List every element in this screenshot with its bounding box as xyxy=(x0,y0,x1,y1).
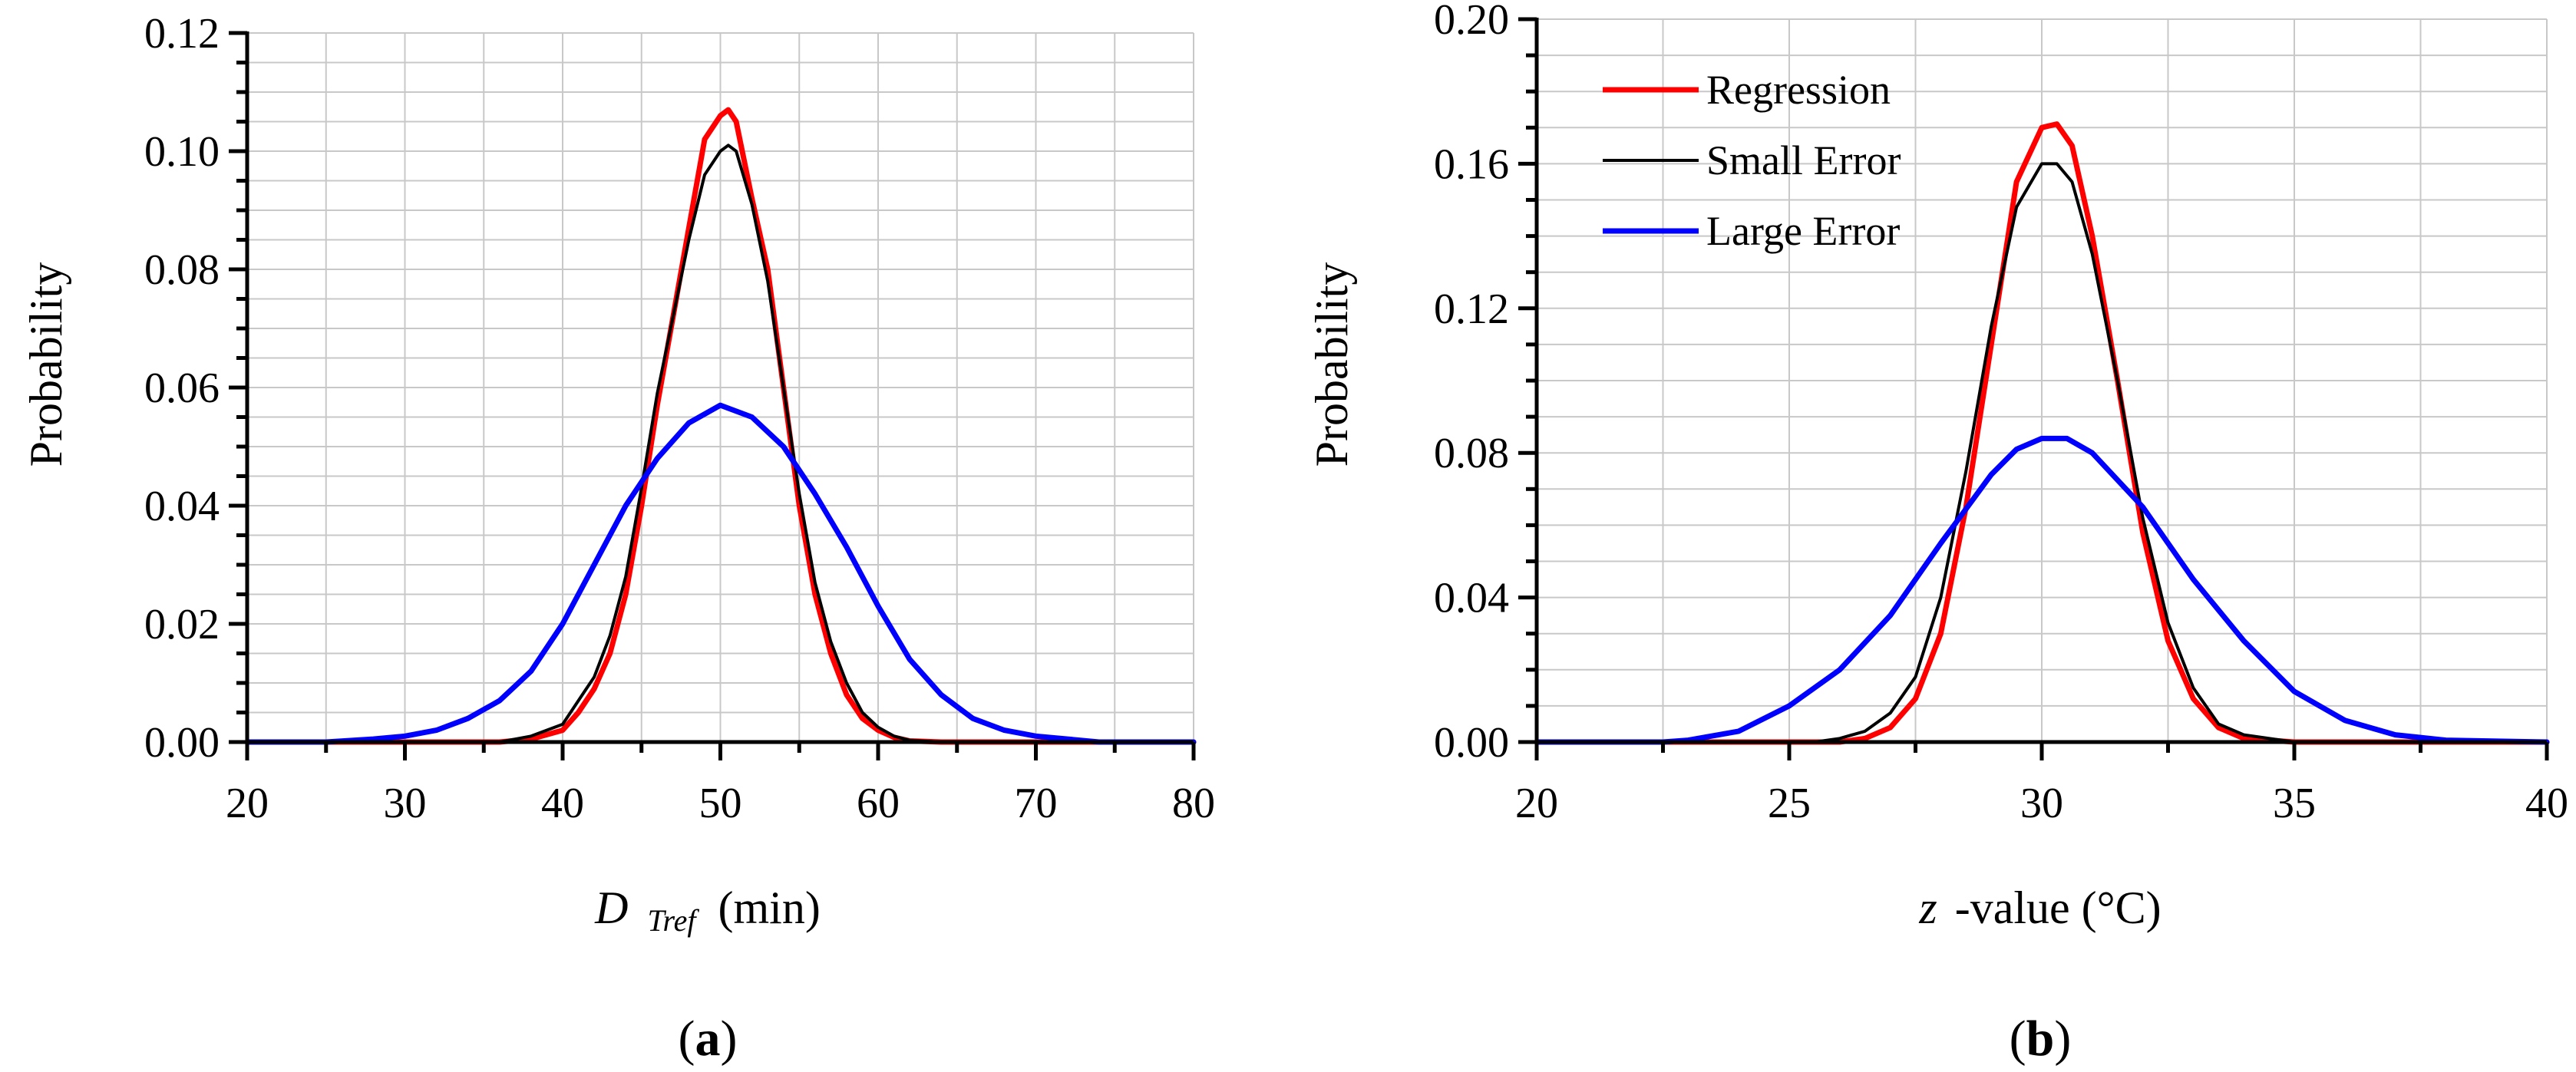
series-line-small-error xyxy=(1535,162,2548,744)
panel-b-label-open: ( xyxy=(2010,1011,2026,1067)
panel-a-x-axis-title: D Tref (min) xyxy=(594,882,821,941)
x-tick-label: 30 xyxy=(2020,780,2063,827)
series-line-regression xyxy=(1534,121,2550,745)
x-tick-label: 50 xyxy=(699,780,742,827)
panel-a-label-letter: a xyxy=(695,1011,721,1067)
panel-b-series xyxy=(1534,121,2550,745)
y-tick-label: 0.00 xyxy=(144,719,220,767)
y-tick-label: 0.00 xyxy=(1434,719,1509,767)
panel-b-x-axis-title-unit: -value (°C) xyxy=(1955,882,2162,933)
x-tick-label: 80 xyxy=(1172,780,1215,827)
panel-a-label-close: ) xyxy=(721,1011,738,1067)
x-tick-label: 20 xyxy=(226,780,269,827)
x-tick-label: 70 xyxy=(1015,780,1058,827)
series-line-regression xyxy=(244,107,1197,745)
series-line-small-error xyxy=(246,143,1195,744)
panel-b-tick-labels: 0.00 0.04 0.08 0.12 0.16 0.20 20 25 30 35 40 xyxy=(1434,0,2568,827)
series-line-large-error xyxy=(1534,435,2550,745)
y-tick-label: 0.16 xyxy=(1434,140,1509,188)
y-tick-label: 0.06 xyxy=(144,364,220,412)
panel-b-x-axis-title-main: z xyxy=(1918,882,1937,933)
y-tick-label: 0.08 xyxy=(1434,430,1509,477)
x-tick-label: 25 xyxy=(1768,780,1811,827)
panel-b-grid xyxy=(1536,18,2548,743)
y-tick-label: 0.08 xyxy=(144,246,220,294)
y-tick-label: 0.04 xyxy=(1434,575,1509,622)
panel-a-y-axis-title: Probability xyxy=(21,262,71,467)
y-tick-label: 0.10 xyxy=(144,128,220,176)
panel-b-y-axis-title: Probability xyxy=(1306,262,1357,467)
x-tick-label: 35 xyxy=(2273,780,2316,827)
panel-a-label-open: ( xyxy=(679,1011,695,1067)
panel-b-legend: Regression Small Error Large Error xyxy=(1603,67,1901,254)
panel-b-axes xyxy=(1518,17,2549,760)
x-tick-label: 30 xyxy=(384,780,427,827)
panel-a-label: (a) xyxy=(679,1011,738,1067)
panel-a-axes xyxy=(229,31,1196,760)
panel-a-chart: 0.00 0.02 0.04 0.06 0.08 0.10 0.12 20 30 40 50 60 70… xyxy=(21,10,1215,1067)
y-tick-label: 0.04 xyxy=(144,483,220,530)
y-tick-label: 0.12 xyxy=(1434,285,1509,333)
panel-b-label-letter: b xyxy=(2026,1011,2055,1067)
x-tick-label: 40 xyxy=(541,780,584,827)
x-tick-label: 20 xyxy=(1515,780,1558,827)
panel-b-label: (b) xyxy=(2010,1011,2072,1067)
panel-a-grid xyxy=(246,32,1194,743)
panel-b-x-axis-title: z -value (°C) xyxy=(1918,882,2161,933)
x-tick-label: 60 xyxy=(857,780,900,827)
panel-a-tick-labels: 0.00 0.02 0.04 0.06 0.08 0.10 0.12 20 30 40 50 60 70… xyxy=(144,10,1215,827)
panel-a-series xyxy=(244,107,1197,745)
panel-a-x-axis-title-unit: (min) xyxy=(718,882,821,933)
y-tick-label: 0.12 xyxy=(144,10,220,58)
x-tick-label: 40 xyxy=(2525,780,2568,827)
panel-a-x-axis-title-sub: Tref xyxy=(648,903,700,938)
legend-label-large-error: Large Error xyxy=(1706,208,1900,254)
panel-b-label-close: ) xyxy=(2054,1011,2071,1067)
panel-a-x-axis-title-main: D xyxy=(594,882,628,933)
y-tick-label: 0.20 xyxy=(1434,0,1509,44)
legend-label-small-error: Small Error xyxy=(1706,137,1901,183)
y-tick-label: 0.02 xyxy=(144,601,220,648)
legend-label-regression: Regression xyxy=(1706,67,1891,113)
series-line-large-error xyxy=(244,402,1197,745)
panel-b-chart: 0.00 0.04 0.08 0.12 0.16 0.20 20 25 30 35 40 Proba… xyxy=(1306,0,2568,1067)
